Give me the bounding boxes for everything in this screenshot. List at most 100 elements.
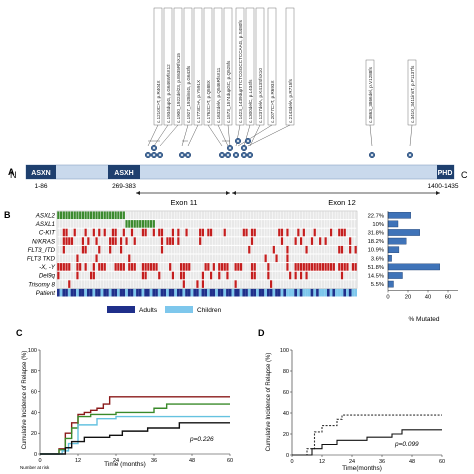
oncoprint-cell bbox=[160, 254, 164, 263]
oncoprint-cell bbox=[335, 280, 338, 288]
oncoprint-cell bbox=[305, 228, 308, 237]
oncoprint-cell bbox=[343, 280, 346, 288]
oncoprint-cell bbox=[89, 254, 93, 263]
mutation-dot-center bbox=[371, 154, 373, 156]
oncoprint-cell bbox=[193, 271, 196, 280]
oncoprint-cell bbox=[218, 280, 221, 288]
oncoprint-cell bbox=[68, 254, 71, 263]
percent-label: 14.5% bbox=[368, 274, 384, 280]
oncoprint-cell bbox=[89, 263, 93, 271]
oncoprint-cell bbox=[269, 263, 273, 271]
oncoprint-cell bbox=[340, 263, 344, 271]
oncoprint-cell bbox=[267, 211, 270, 220]
oncoprint-cell bbox=[160, 228, 164, 237]
patient-cell bbox=[119, 288, 123, 297]
oncoprint-cell bbox=[57, 280, 60, 288]
oncoprint-cell bbox=[81, 280, 85, 288]
oncoprint-cell bbox=[297, 254, 300, 263]
oncoprint-cell bbox=[286, 228, 289, 237]
oncoprint-cell bbox=[171, 280, 175, 288]
panel-d-xlabel: Time(months) bbox=[342, 465, 382, 472]
oncoprint-cell bbox=[316, 220, 319, 228]
oncoprint-cell bbox=[310, 211, 314, 220]
oncoprint-cell bbox=[332, 220, 335, 228]
oncoprint-cell bbox=[335, 254, 338, 263]
y-tick-label: 0 bbox=[34, 452, 37, 458]
patient-cell bbox=[351, 288, 355, 297]
oncoprint-cell bbox=[128, 237, 131, 245]
oncoprint-cell bbox=[278, 228, 281, 237]
mutation-connector bbox=[237, 124, 273, 147]
oncoprint-cell bbox=[351, 245, 355, 254]
patient-cell bbox=[261, 288, 265, 297]
oncoprint-cell bbox=[278, 280, 281, 288]
percent-bar bbox=[387, 211, 411, 219]
oncoprint-cell bbox=[310, 263, 314, 271]
oncoprint-cell bbox=[141, 228, 145, 237]
patient-cell bbox=[343, 288, 347, 297]
oncoprint-cell bbox=[95, 220, 98, 228]
oncoprint-cell bbox=[174, 280, 177, 288]
mutation-label: c.1300delC, p.L434fs bbox=[248, 79, 253, 123]
oncoprint-cell bbox=[321, 237, 325, 245]
mutation-connector bbox=[217, 124, 229, 147]
oncoprint-cell bbox=[245, 245, 248, 254]
oncoprint-cell bbox=[92, 211, 95, 220]
oncoprint-cell bbox=[327, 254, 330, 263]
oncoprint-cell bbox=[79, 211, 82, 220]
patient-cell bbox=[253, 288, 257, 297]
oncoprint-cell bbox=[111, 228, 115, 237]
oncoprint-cell bbox=[179, 237, 183, 245]
oncoprint-cell bbox=[349, 263, 352, 271]
oncoprint-cell bbox=[272, 211, 275, 220]
oncoprint-cell bbox=[106, 211, 109, 220]
oncoprint-cell bbox=[100, 237, 104, 245]
oncoprint-cell bbox=[57, 271, 60, 280]
oncoprint-cell bbox=[264, 220, 267, 228]
oncoprint-cell bbox=[313, 280, 316, 288]
oncoprint-cell bbox=[346, 211, 349, 220]
oncoprint-cell bbox=[73, 280, 76, 288]
oncoprint-cell bbox=[130, 245, 134, 254]
oncoprint-cell bbox=[297, 245, 300, 254]
oncoprint-cell bbox=[340, 280, 344, 288]
oncoprint-cell bbox=[155, 271, 158, 280]
oncoprint-cell bbox=[302, 211, 305, 220]
oncoprint-cell bbox=[329, 271, 333, 280]
oncoprint-cell bbox=[226, 271, 229, 280]
mutation-dot-center bbox=[243, 154, 245, 156]
oncoprint-cell bbox=[171, 237, 175, 245]
oncoprint-cell bbox=[234, 211, 237, 220]
oncoprint-cell bbox=[163, 228, 166, 237]
oncoprint-cell bbox=[204, 211, 207, 220]
oncoprint-cell bbox=[289, 254, 292, 263]
oncoprint-cell bbox=[321, 228, 325, 237]
oncoprint-cell bbox=[79, 237, 82, 245]
oncoprint-cell bbox=[177, 237, 180, 245]
oncoprint-cell bbox=[169, 245, 172, 254]
oncoprint-cell bbox=[256, 237, 259, 245]
oncoprint-cell bbox=[155, 211, 158, 220]
oncoprint-cell bbox=[179, 220, 183, 228]
oncoprint-cell bbox=[98, 254, 101, 263]
oncoprint-cell bbox=[234, 271, 237, 280]
oncoprint-cell bbox=[261, 237, 265, 245]
oncoprint-cell bbox=[160, 237, 164, 245]
x-tick-label: 36 bbox=[151, 458, 157, 464]
oncoprint-cell bbox=[253, 263, 256, 271]
oncoprint-cell bbox=[256, 271, 259, 280]
oncoprint-cell bbox=[329, 211, 333, 220]
oncoprint-cell bbox=[59, 271, 63, 280]
oncoprint-cell bbox=[250, 237, 254, 245]
oncoprint-cell bbox=[89, 228, 93, 237]
oncoprint-cell bbox=[316, 280, 319, 288]
oncoprint-cell bbox=[177, 228, 180, 237]
panel-c-pvalue: p=0.226 bbox=[189, 436, 214, 443]
oncoprint-cell bbox=[177, 263, 180, 271]
oncoprint-cell bbox=[220, 263, 224, 271]
oncoprint-cell bbox=[87, 211, 90, 220]
oncoprint-cell bbox=[70, 228, 74, 237]
oncoprint-row-label: FLT3 TKD bbox=[27, 256, 56, 263]
mutation-dot-center bbox=[159, 154, 161, 156]
oncoprint-cell bbox=[73, 220, 76, 228]
